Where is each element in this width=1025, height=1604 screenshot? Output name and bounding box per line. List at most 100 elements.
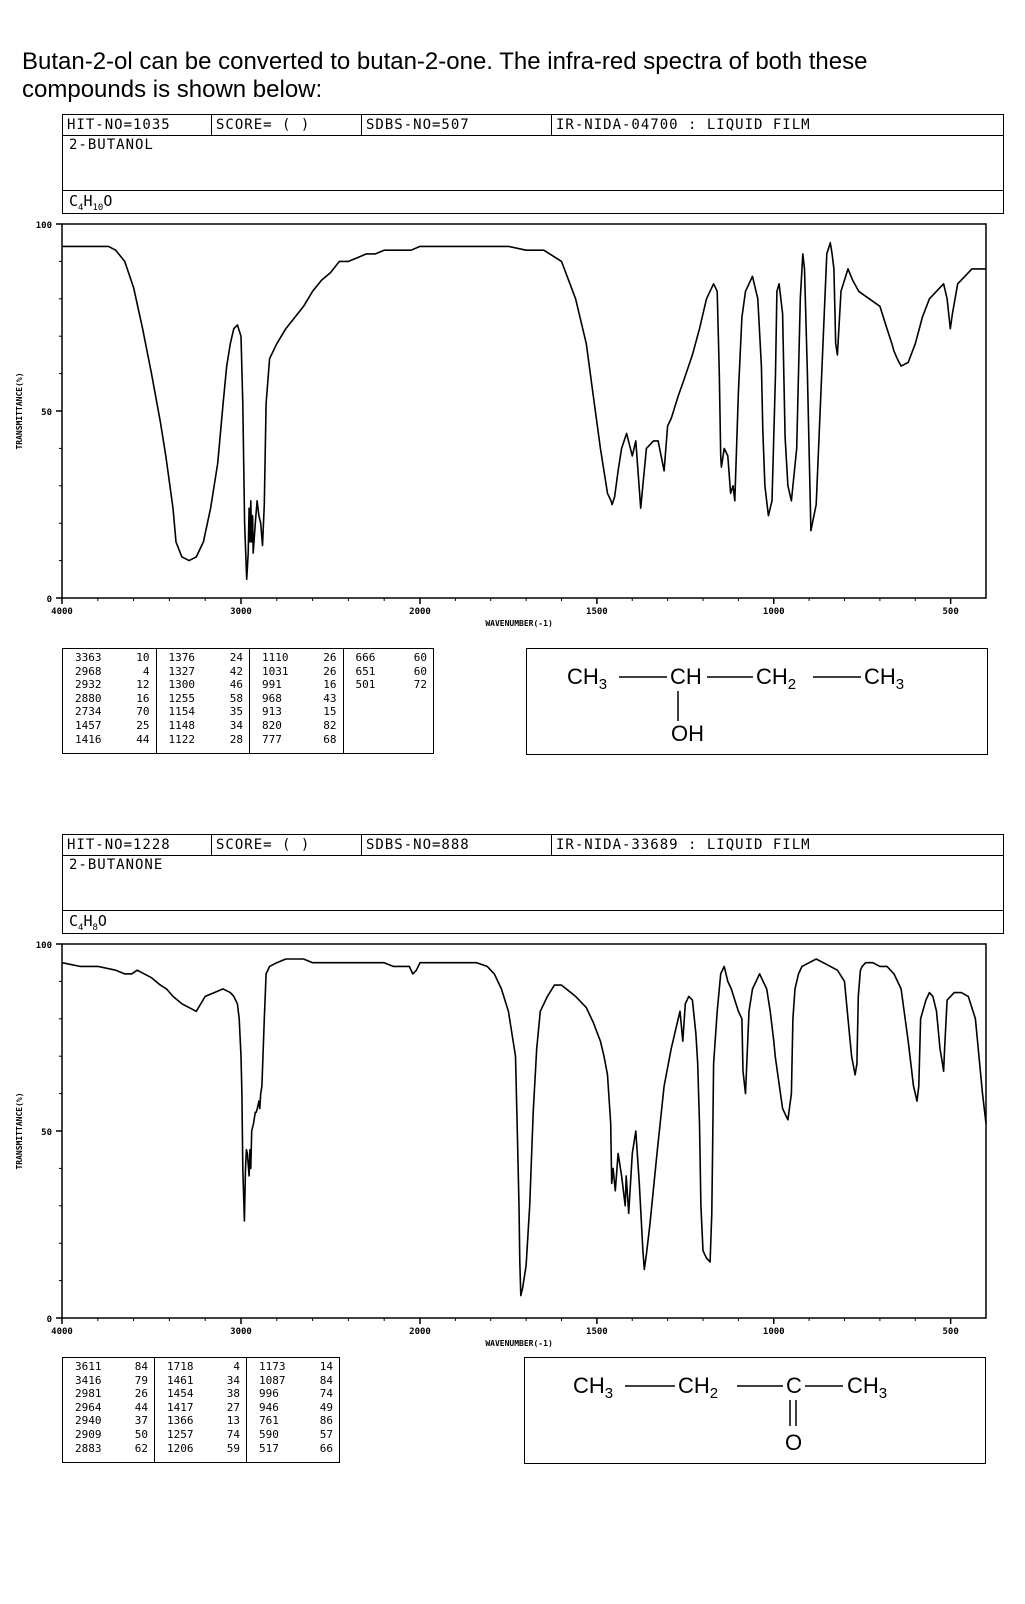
- peak-row: 991 16: [262, 678, 337, 692]
- peak-wavenumber: 1417: [167, 1400, 194, 1414]
- peak-row: 2932 12: [75, 678, 150, 692]
- peak-row: 2981 26: [75, 1387, 148, 1401]
- peak-column: 666 60 651 60 501 72: [344, 649, 434, 753]
- struct-ch2: CH2: [678, 1373, 718, 1402]
- peak-transmittance: 26: [323, 664, 337, 678]
- peak-wavenumber: 3416: [75, 1373, 102, 1387]
- peak-row: 3363 10: [75, 651, 150, 665]
- structure-butanol: CH3 CH CH2 CH3 OH: [526, 648, 988, 755]
- peak-row: 2940 37: [75, 1414, 148, 1428]
- peak-wavenumber: 1327: [168, 664, 196, 678]
- peak-row: 666 60: [356, 651, 428, 665]
- peak-transmittance: 68: [323, 732, 337, 746]
- x-tick-label: 4000: [51, 607, 73, 617]
- spectrum-line: [62, 241, 986, 581]
- peak-wavenumber: 2909: [75, 1427, 102, 1441]
- peak-column: 1718 4 1461 34 1454 38 1417 27 1366 13 1257 74 1206 5…: [155, 1358, 248, 1462]
- peak-row: 1417 27: [167, 1401, 240, 1415]
- y-tick-label: 100: [36, 221, 52, 231]
- peak-wavenumber: 991: [262, 678, 282, 692]
- peak-row: 2883 62: [75, 1442, 148, 1456]
- structure-butanone: CH3 CH2 C CH3 O: [524, 1357, 986, 1464]
- molecular-formula: C4H8O: [69, 912, 107, 933]
- peak-transmittance: 4: [233, 1360, 241, 1373]
- peak-row: 913 15: [262, 705, 337, 719]
- peak-transmittance: 13: [226, 1414, 241, 1428]
- peak-row: 2734 70: [75, 705, 150, 719]
- peak-row: 1031 26: [262, 665, 337, 679]
- peak-wavenumber: 1110: [262, 651, 289, 664]
- peak-wavenumber: 820: [262, 718, 282, 732]
- peak-transmittance: 58: [229, 691, 243, 705]
- peak-transmittance: 46: [229, 678, 243, 692]
- peak-wavenumber: 666: [355, 651, 376, 664]
- peak-transmittance: 25: [136, 718, 150, 732]
- peak-transmittance: 34: [226, 1373, 241, 1387]
- peak-row: 1154 35: [169, 705, 244, 719]
- peak-wavenumber: 1457: [75, 718, 102, 732]
- plot-frame: [61, 223, 987, 599]
- y-tick-label: 0: [47, 595, 52, 605]
- peak-wavenumber: 2880: [75, 691, 102, 705]
- peak-wavenumber: 2968: [75, 664, 102, 678]
- peak-transmittance: 26: [134, 1387, 149, 1401]
- peak-row: 1257 74: [167, 1428, 240, 1442]
- y-tick-label: 100: [36, 941, 52, 951]
- peak-transmittance: 79: [134, 1373, 149, 1387]
- compound-name: 2-BUTANOL: [69, 137, 154, 153]
- peak-transmittance: 60: [413, 651, 428, 664]
- x-axis-label: WAVENUMBER(-1): [485, 1339, 552, 1348]
- ir-code: IR-NIDA-04700 : LIQUID FILM: [551, 115, 1001, 135]
- peak-wavenumber: 1255: [168, 691, 196, 705]
- peak-transmittance: 14: [319, 1360, 334, 1373]
- peak-transmittance: 60: [413, 664, 428, 678]
- peak-wavenumber: 2981: [75, 1387, 102, 1401]
- x-tick-label: 1500: [586, 607, 608, 617]
- peak-row: 1454 38: [167, 1387, 240, 1401]
- peak-column: 3363 10 2968 4 2932 12 2880 16 2734 70 1457 25 1416 4…: [63, 649, 157, 753]
- peak-row: 1110 26: [262, 651, 337, 665]
- peak-transmittance: 44: [134, 1400, 149, 1414]
- peak-column: 1110 26 1031 26 991 16 968 43 913 15 820 82 777 68: [250, 649, 344, 753]
- peak-wavenumber: 968: [262, 691, 282, 705]
- sdbs-number: SDBS-NO=888: [361, 835, 551, 855]
- hit-number: HIT-NO=1228: [67, 837, 171, 853]
- peak-transmittance: 10: [136, 651, 150, 664]
- peak-wavenumber: 996: [259, 1387, 279, 1401]
- x-tick-label: 3000: [230, 1327, 252, 1337]
- peak-wavenumber: 1173: [259, 1360, 286, 1373]
- peak-transmittance: 38: [226, 1387, 241, 1401]
- peak-transmittance: 34: [229, 718, 243, 732]
- x-axis-label: WAVENUMBER(-1): [485, 619, 552, 628]
- y-axis-label: TRANSMITTANCE(%): [15, 372, 24, 449]
- peak-column: 1173 14 1087 84 996 74 946 49 761 86 590 57 517 66: [247, 1358, 339, 1462]
- y-tick-label: 50: [41, 1128, 52, 1138]
- peak-row: 968 43: [262, 692, 337, 706]
- struct-ch3-left: CH3: [573, 1373, 613, 1402]
- peak-wavenumber: 913: [262, 705, 282, 719]
- peak-row: 1300 46: [169, 678, 244, 692]
- peak-row: 1366 13: [167, 1414, 240, 1428]
- molecular-formula: C4H10O: [69, 192, 113, 213]
- x-tick-label: 500: [942, 1327, 958, 1337]
- peak-row: 1376 24: [169, 651, 244, 665]
- peak-row: 501 72: [356, 678, 428, 692]
- peak-wavenumber: 1718: [167, 1360, 194, 1373]
- peak-transmittance: 4: [142, 664, 150, 678]
- struct-oh: OH: [671, 721, 704, 746]
- peak-wavenumber: 1300: [168, 678, 196, 692]
- peak-transmittance: 62: [134, 1441, 149, 1455]
- peak-transmittance: 24: [229, 651, 243, 664]
- peak-wavenumber: 501: [355, 678, 376, 692]
- peak-wavenumber: 1454: [167, 1387, 194, 1401]
- peak-transmittance: 72: [413, 678, 428, 692]
- x-tick-label: 1000: [763, 607, 785, 617]
- y-tick-label: 50: [41, 408, 52, 418]
- y-axis-label: TRANSMITTANCE(%): [15, 1092, 24, 1169]
- peak-row: 651 60: [356, 665, 428, 679]
- peak-wavenumber: 1416: [75, 732, 102, 746]
- peak-row: 1718 4: [167, 1360, 240, 1374]
- x-tick-label: 1500: [586, 1327, 608, 1337]
- peak-row: 1416 44: [75, 733, 150, 747]
